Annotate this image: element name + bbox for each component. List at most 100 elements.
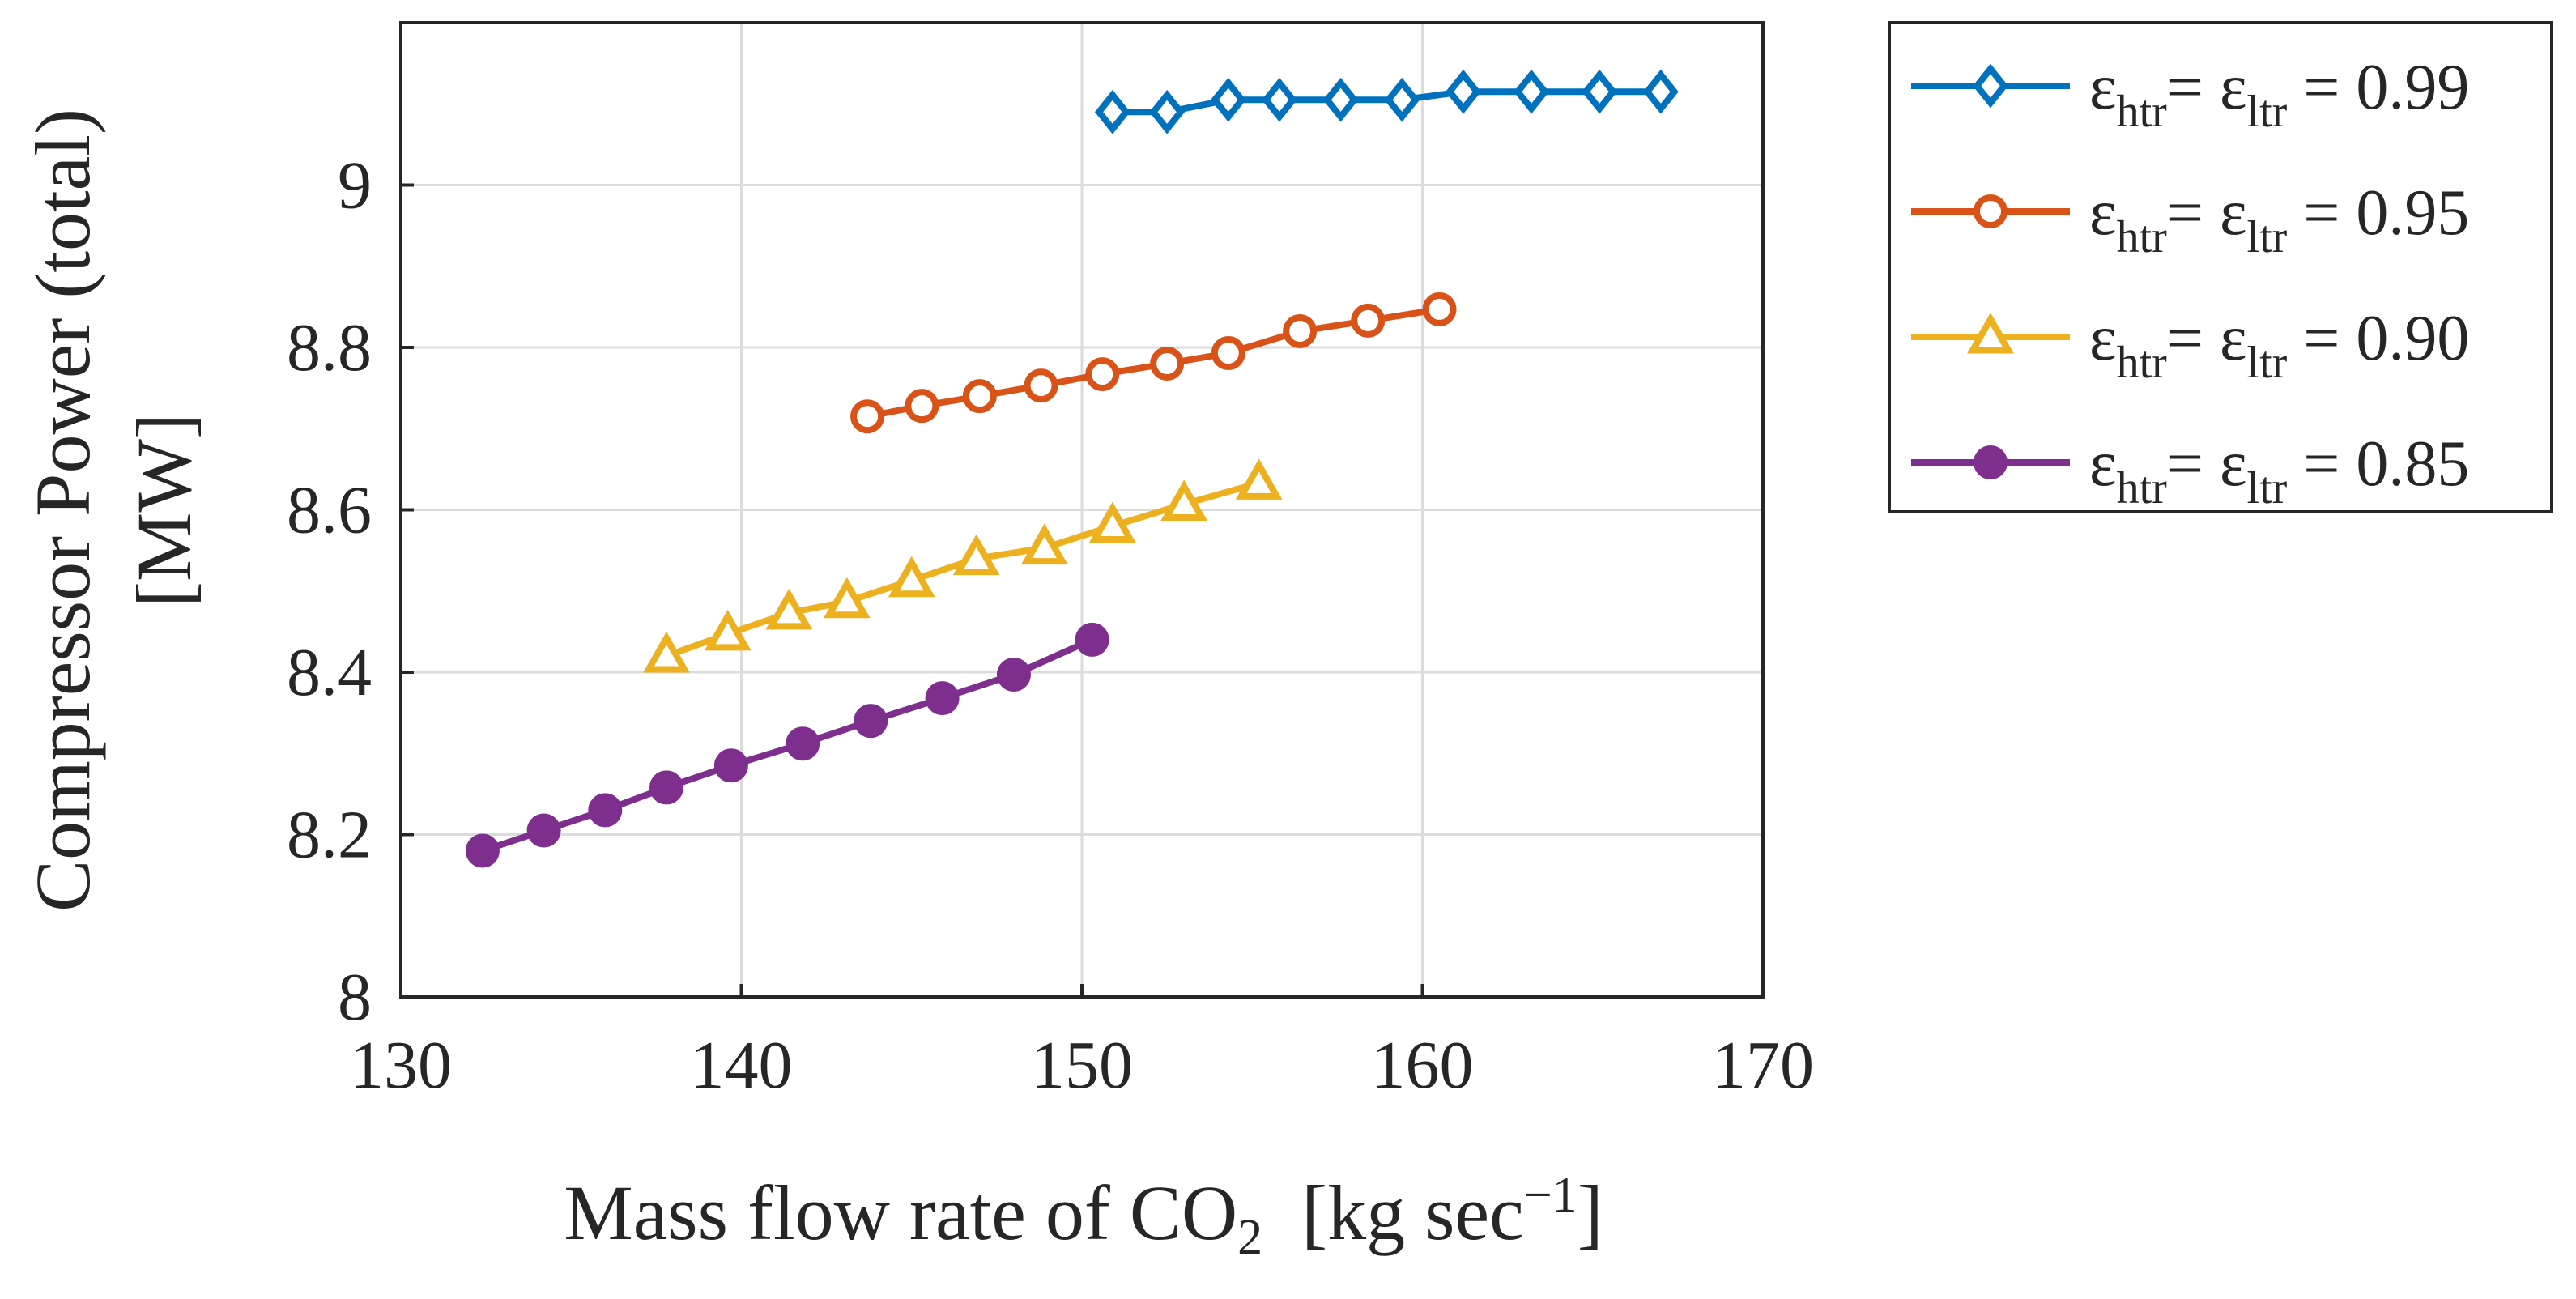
data-point-eps-090: [765, 588, 813, 630]
legend-box: [1888, 21, 2553, 513]
legend-text-sub2: ltr: [2247, 463, 2288, 513]
y-axis-title-line1: Compressor Power (total): [19, 109, 106, 912]
legend-text-value: = 0.85: [2287, 428, 2469, 500]
series-line-eps-095: [866, 305, 1441, 420]
data-point-eps-095: [905, 389, 939, 424]
data-point-eps-085: [465, 833, 500, 868]
legend-item-eps-085: εhtr= εltr = 0.85: [1911, 428, 2469, 513]
data-point-eps-085: [854, 704, 888, 739]
data-point-eps-090: [1088, 501, 1136, 543]
legend-text-sub1: htr: [2117, 87, 2168, 137]
legend-text-eps: ε: [2089, 52, 2117, 123]
data-point-eps-090: [1020, 523, 1068, 565]
legend-item-eps-099: εhtr= εltr = 0.99: [1911, 52, 2469, 137]
data-point-eps-085: [588, 793, 623, 828]
data-point-eps-090: [952, 534, 1000, 576]
legend-text-eps: ε: [2089, 177, 2117, 249]
y-tick-label: 8: [338, 960, 372, 1035]
legend-marker-eps-099: [1973, 63, 2008, 109]
y-axis-title-line2: [MW]: [121, 413, 207, 607]
legend-text-eps: ε: [2220, 428, 2247, 500]
data-point-eps-085: [526, 813, 561, 848]
legend-marker-eps-095: [1974, 194, 2008, 228]
data-point-eps-095: [1085, 357, 1120, 392]
y-tick-label: 8.8: [287, 310, 372, 385]
legend-text-sub2: ltr: [2247, 338, 2288, 388]
y-axis: 8 8.2 8.4 8.6 8.8 9: [287, 148, 414, 1035]
data-point-eps-099: [1446, 69, 1481, 114]
y-tick-label: 8.4: [287, 635, 372, 710]
data-point-eps-090: [823, 577, 871, 619]
x-axis: 130 140 150 160 170: [350, 984, 1814, 1103]
legend-text-sub1: htr: [2117, 463, 2168, 513]
legend-text-eps: ε: [2089, 303, 2117, 374]
series-line-eps-085: [481, 637, 1094, 854]
data-point-eps-085: [649, 770, 683, 805]
legend-text-eq: =: [2167, 177, 2220, 249]
series-line-eps-099: [1112, 88, 1661, 116]
data-point-eps-095: [962, 379, 997, 414]
data-point-eps-099: [1582, 69, 1618, 114]
data-point-eps-090: [643, 631, 690, 673]
legend-text-value: = 0.95: [2287, 177, 2469, 249]
legend-text-value: = 0.90: [2287, 303, 2469, 374]
x-axis-title-subscript: 2: [1237, 1210, 1262, 1265]
data-point-eps-090: [704, 609, 752, 651]
x-tick-label: 150: [1031, 1028, 1133, 1103]
legend-text-eq: =: [2167, 52, 2220, 123]
legend-text-eps: ε: [2089, 428, 2117, 500]
data-point-eps-099: [1261, 77, 1297, 122]
legend-text-eps: ε: [2220, 177, 2247, 249]
x-tick-label: 130: [350, 1028, 452, 1103]
data-point-eps-095: [1283, 313, 1318, 348]
legend-item-eps-095: εhtr= εltr = 0.95: [1911, 177, 2469, 262]
x-axis-title: Mass flow rate of CO2 [kg sec−1]: [564, 1168, 1603, 1265]
data-point-eps-095: [850, 399, 885, 434]
legend-text-value: = 0.99: [2287, 52, 2469, 123]
legend-label-eps-095: εhtr= εltr = 0.95: [2089, 177, 2469, 262]
series-eps-095: [850, 292, 1457, 434]
y-tick-label: 8.6: [287, 473, 372, 548]
x-axis-title-superscript: −1: [1524, 1168, 1578, 1223]
data-point-eps-095: [1422, 292, 1457, 326]
legend-marker-eps-090: [1967, 312, 2014, 354]
data-point-eps-090: [1235, 458, 1283, 500]
grid: [401, 23, 1763, 997]
legend-label-eps-090: εhtr= εltr = 0.90: [2089, 303, 2469, 388]
data-point-eps-099: [1384, 77, 1420, 122]
legend-text-eq: =: [2167, 428, 2220, 500]
series-layer: [465, 69, 1679, 868]
series-eps-085: [465, 622, 1109, 868]
data-point-eps-099: [1094, 89, 1130, 134]
data-point-eps-085: [1075, 622, 1109, 657]
series-line-eps-090: [665, 479, 1260, 659]
data-point-eps-085: [996, 658, 1031, 692]
x-axis-title-unit-close: ]: [1578, 1169, 1603, 1256]
x-tick-label: 170: [1712, 1028, 1814, 1103]
data-point-eps-095: [1150, 347, 1185, 381]
legend-item-eps-090: εhtr= εltr = 0.90: [1911, 303, 2469, 388]
x-tick-label: 160: [1372, 1028, 1474, 1103]
data-point-eps-099: [1149, 89, 1186, 134]
x-axis-title-unit-open: [kg sec: [1301, 1169, 1524, 1256]
legend-label-eps-099: εhtr= εltr = 0.99: [2089, 52, 2469, 137]
legend-text-eq: =: [2167, 303, 2220, 374]
x-axis-title-main: Mass flow rate of CO: [564, 1169, 1237, 1256]
legend-marker-eps-085: [1974, 445, 2008, 479]
data-point-eps-099: [1322, 77, 1359, 122]
legend-text-eps: ε: [2220, 303, 2247, 374]
data-point-eps-085: [713, 748, 748, 783]
y-tick-label: 9: [338, 148, 372, 224]
series-eps-090: [643, 458, 1283, 673]
legend-text-sub2: ltr: [2247, 87, 2288, 137]
legend-label-eps-085: εhtr= εltr = 0.85: [2089, 428, 2469, 513]
data-point-eps-090: [888, 556, 935, 598]
series-eps-099: [1094, 69, 1679, 134]
data-point-eps-090: [1160, 479, 1208, 521]
data-point-eps-095: [1351, 303, 1386, 338]
x-tick-label: 140: [691, 1028, 793, 1103]
data-point-eps-085: [786, 726, 820, 761]
data-point-eps-085: [925, 681, 960, 716]
legend-text-eps: ε: [2220, 52, 2247, 123]
